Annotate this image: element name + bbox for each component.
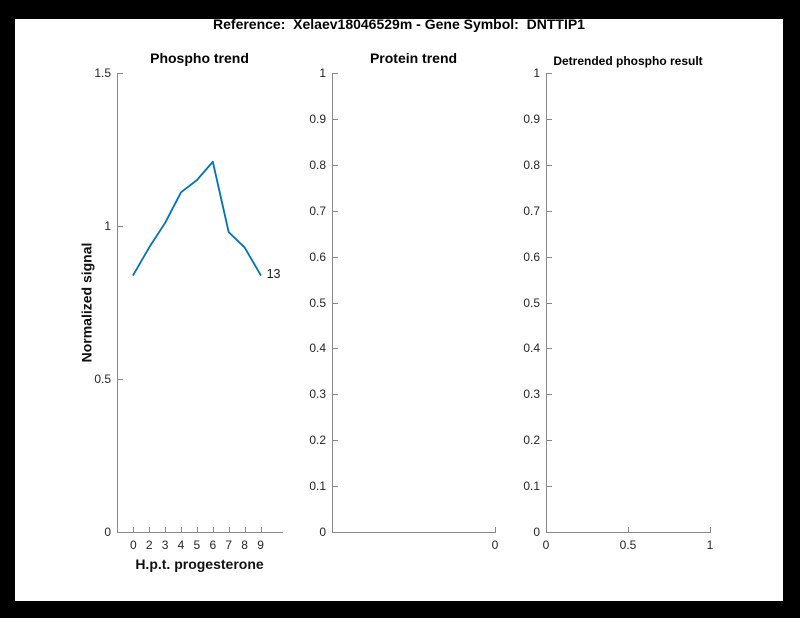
figure-title: Reference: Xelaev18046529m - Gene Symbol… bbox=[213, 16, 585, 32]
figure-canvas bbox=[15, 19, 783, 601]
